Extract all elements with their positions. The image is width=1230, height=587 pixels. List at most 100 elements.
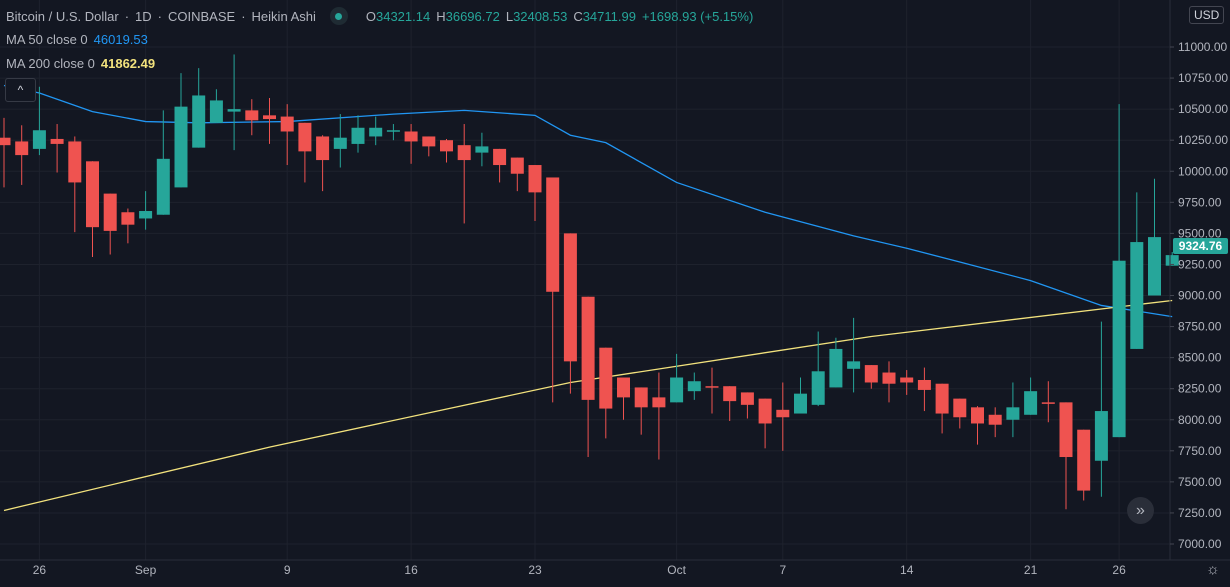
candle-down	[1077, 429, 1091, 501]
candle-down	[652, 372, 666, 460]
ma200-legend[interactable]: MA 200 close 0 41862.49	[6, 56, 155, 71]
candle-down	[15, 125, 29, 185]
candle-body	[652, 397, 666, 408]
candle-down	[1059, 402, 1073, 510]
candle-down	[50, 124, 64, 173]
candle-body	[1094, 411, 1108, 461]
time-tick-label: Sep	[135, 563, 157, 577]
candle-body	[740, 392, 754, 405]
candle-up	[333, 114, 347, 168]
candle-body	[440, 140, 453, 152]
candle-body	[457, 145, 471, 161]
candle-body	[139, 211, 153, 219]
currency-button[interactable]: USD	[1189, 6, 1225, 24]
candle-body	[227, 109, 241, 112]
chart-style: Heikin Ashi	[251, 8, 316, 24]
candle-down	[599, 347, 613, 439]
low-value: 32408.53	[513, 8, 568, 24]
candle-body	[0, 137, 11, 146]
exchange: COINBASE	[168, 8, 236, 24]
candle-body	[847, 361, 861, 369]
time-tick-label: 16	[404, 563, 418, 577]
ohlc-values: O34321.14 H36696.72 L32408.53 C34711.99 …	[366, 9, 753, 24]
separator: ·	[124, 8, 130, 24]
collapse-legend-button[interactable]: ^	[5, 78, 36, 102]
candle-body	[758, 398, 772, 424]
candle-body	[280, 116, 294, 132]
scroll-to-realtime-button[interactable]: »	[1127, 497, 1154, 524]
candle-body	[263, 115, 276, 120]
candle-down	[988, 407, 1002, 438]
candle-up	[1024, 377, 1038, 415]
candle-up	[1006, 382, 1020, 438]
candle-body	[333, 137, 347, 149]
candle-body	[1112, 260, 1126, 438]
candle-body	[32, 130, 46, 149]
price-tick-label: 9250.00	[1178, 257, 1222, 271]
time-tick-label: 23	[528, 563, 542, 577]
candle-down	[510, 157, 524, 192]
gear-icon: ☼	[1206, 561, 1220, 578]
chevron-up-icon: ^	[17, 83, 24, 97]
candle-down	[245, 99, 259, 136]
separator: ·	[241, 8, 246, 24]
time-tick-label: 26	[33, 563, 47, 577]
candle-body	[1130, 242, 1144, 349]
candle-body	[917, 379, 931, 390]
settings-button[interactable]: ☼	[1206, 561, 1220, 578]
ma50-label: MA 50 close 0	[6, 32, 88, 47]
high-value: 36696.72	[445, 8, 500, 24]
candle-down	[263, 97, 276, 144]
candle-down	[705, 367, 719, 414]
candle-up	[811, 331, 825, 407]
time-tick-label: Oct	[667, 563, 686, 577]
candle-up	[32, 86, 46, 156]
candle-down	[121, 208, 135, 244]
candle-body	[50, 138, 64, 144]
candle-down	[900, 370, 914, 395]
candle-down	[917, 367, 931, 412]
candle-down	[404, 124, 418, 164]
candle-down	[457, 124, 471, 224]
price-tick-label: 7500.00	[1178, 475, 1222, 489]
candle-up	[386, 124, 400, 141]
double-chevron-right-icon: »	[1136, 501, 1145, 519]
candle-up	[174, 73, 188, 188]
candle-down	[422, 136, 436, 157]
time-axis[interactable]: 26 Sep 9 16 23 Oct 7 14 21 26	[33, 563, 1126, 577]
candle-body	[776, 409, 790, 418]
candle-body	[599, 347, 613, 409]
candle-body	[68, 141, 82, 183]
candle-body	[369, 127, 383, 137]
candle-up	[1165, 252, 1179, 266]
symbol-legend[interactable]: Bitcoin / U.S. Dollar · 1D · COINBASE · …	[6, 7, 753, 25]
candle-down	[935, 383, 949, 434]
price-axis[interactable]: 11000.00 10750.00 10500.00 10250.00 10000.00…	[1170, 40, 1228, 551]
candle-body	[422, 136, 436, 147]
candle-down	[776, 382, 790, 451]
open-label: O	[365, 8, 376, 24]
open-value: 34321.14	[375, 8, 431, 24]
candle-down	[493, 148, 507, 183]
candle-down	[1041, 381, 1055, 423]
candle-up	[829, 337, 843, 388]
candle-down	[758, 398, 772, 449]
candle-body	[103, 193, 117, 231]
candles	[0, 54, 1179, 510]
candle-body	[1006, 407, 1020, 420]
candle-down	[298, 122, 312, 183]
price-tick-label: 11000.00	[1178, 40, 1227, 54]
ma50-legend[interactable]: MA 50 close 0 46019.53	[6, 32, 148, 47]
candle-up	[475, 132, 489, 167]
close-label: C	[573, 8, 583, 24]
candle-body	[864, 365, 878, 383]
price-tick-label: 8000.00	[1178, 413, 1222, 427]
ma50-value: 46019.53	[93, 32, 148, 47]
candle-down	[68, 136, 82, 233]
price-tick-label: 8500.00	[1178, 351, 1222, 365]
candle-body	[953, 398, 967, 418]
candle-body	[86, 161, 99, 228]
time-tick-label: 26	[1112, 563, 1126, 577]
candle-up	[351, 115, 365, 153]
